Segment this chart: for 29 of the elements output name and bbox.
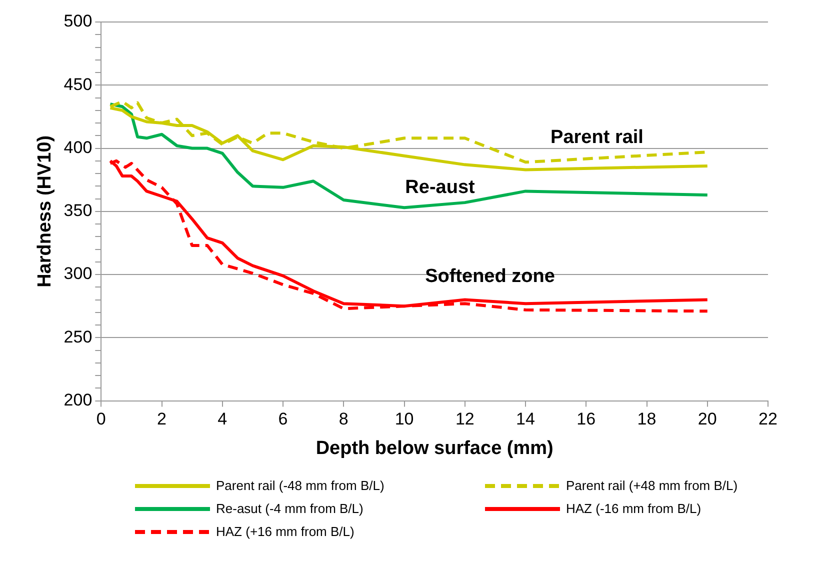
- y-tick-label: 450: [64, 74, 92, 94]
- x-tick-label: 22: [758, 410, 778, 429]
- legend-label: HAZ (-16 mm from B/L): [566, 501, 702, 516]
- legend-label: Parent rail (+48 mm from B/L): [566, 478, 738, 493]
- x-tick-label: 14: [516, 410, 535, 429]
- x-axis-title: Depth below surface (mm): [316, 438, 554, 459]
- annotation: Softened zone: [425, 266, 555, 288]
- x-tick-label: 20: [698, 410, 717, 429]
- y-tick-label: 200: [64, 390, 92, 410]
- legend-label: HAZ (+16 mm from B/L): [216, 524, 354, 539]
- x-tick-label: 18: [637, 410, 656, 429]
- x-tick-label: 6: [278, 410, 288, 429]
- x-tick-label: 4: [218, 410, 228, 429]
- legend-label: Parent rail (-48 mm from B/L): [216, 478, 384, 493]
- x-tick-label: 8: [338, 410, 348, 429]
- annotation: Parent rail: [550, 127, 644, 149]
- x-tick-label: 16: [576, 410, 596, 429]
- y-tick-label: 350: [64, 201, 92, 220]
- y-tick-label: 250: [64, 327, 92, 346]
- y-tick-label: 500: [64, 12, 92, 31]
- y-tick-label: 300: [64, 264, 92, 284]
- x-tick-label: 2: [157, 410, 167, 429]
- x-tick-label: 12: [455, 410, 474, 429]
- annotation: Re-aust: [405, 177, 475, 199]
- legend-label: Re-asut (-4 mm from B/L): [216, 501, 364, 516]
- y-tick-label: 400: [64, 138, 92, 157]
- x-tick-label: 0: [96, 410, 106, 429]
- y-axis-title: Hardness (HV10): [34, 135, 56, 288]
- x-tick-label: 10: [394, 410, 414, 429]
